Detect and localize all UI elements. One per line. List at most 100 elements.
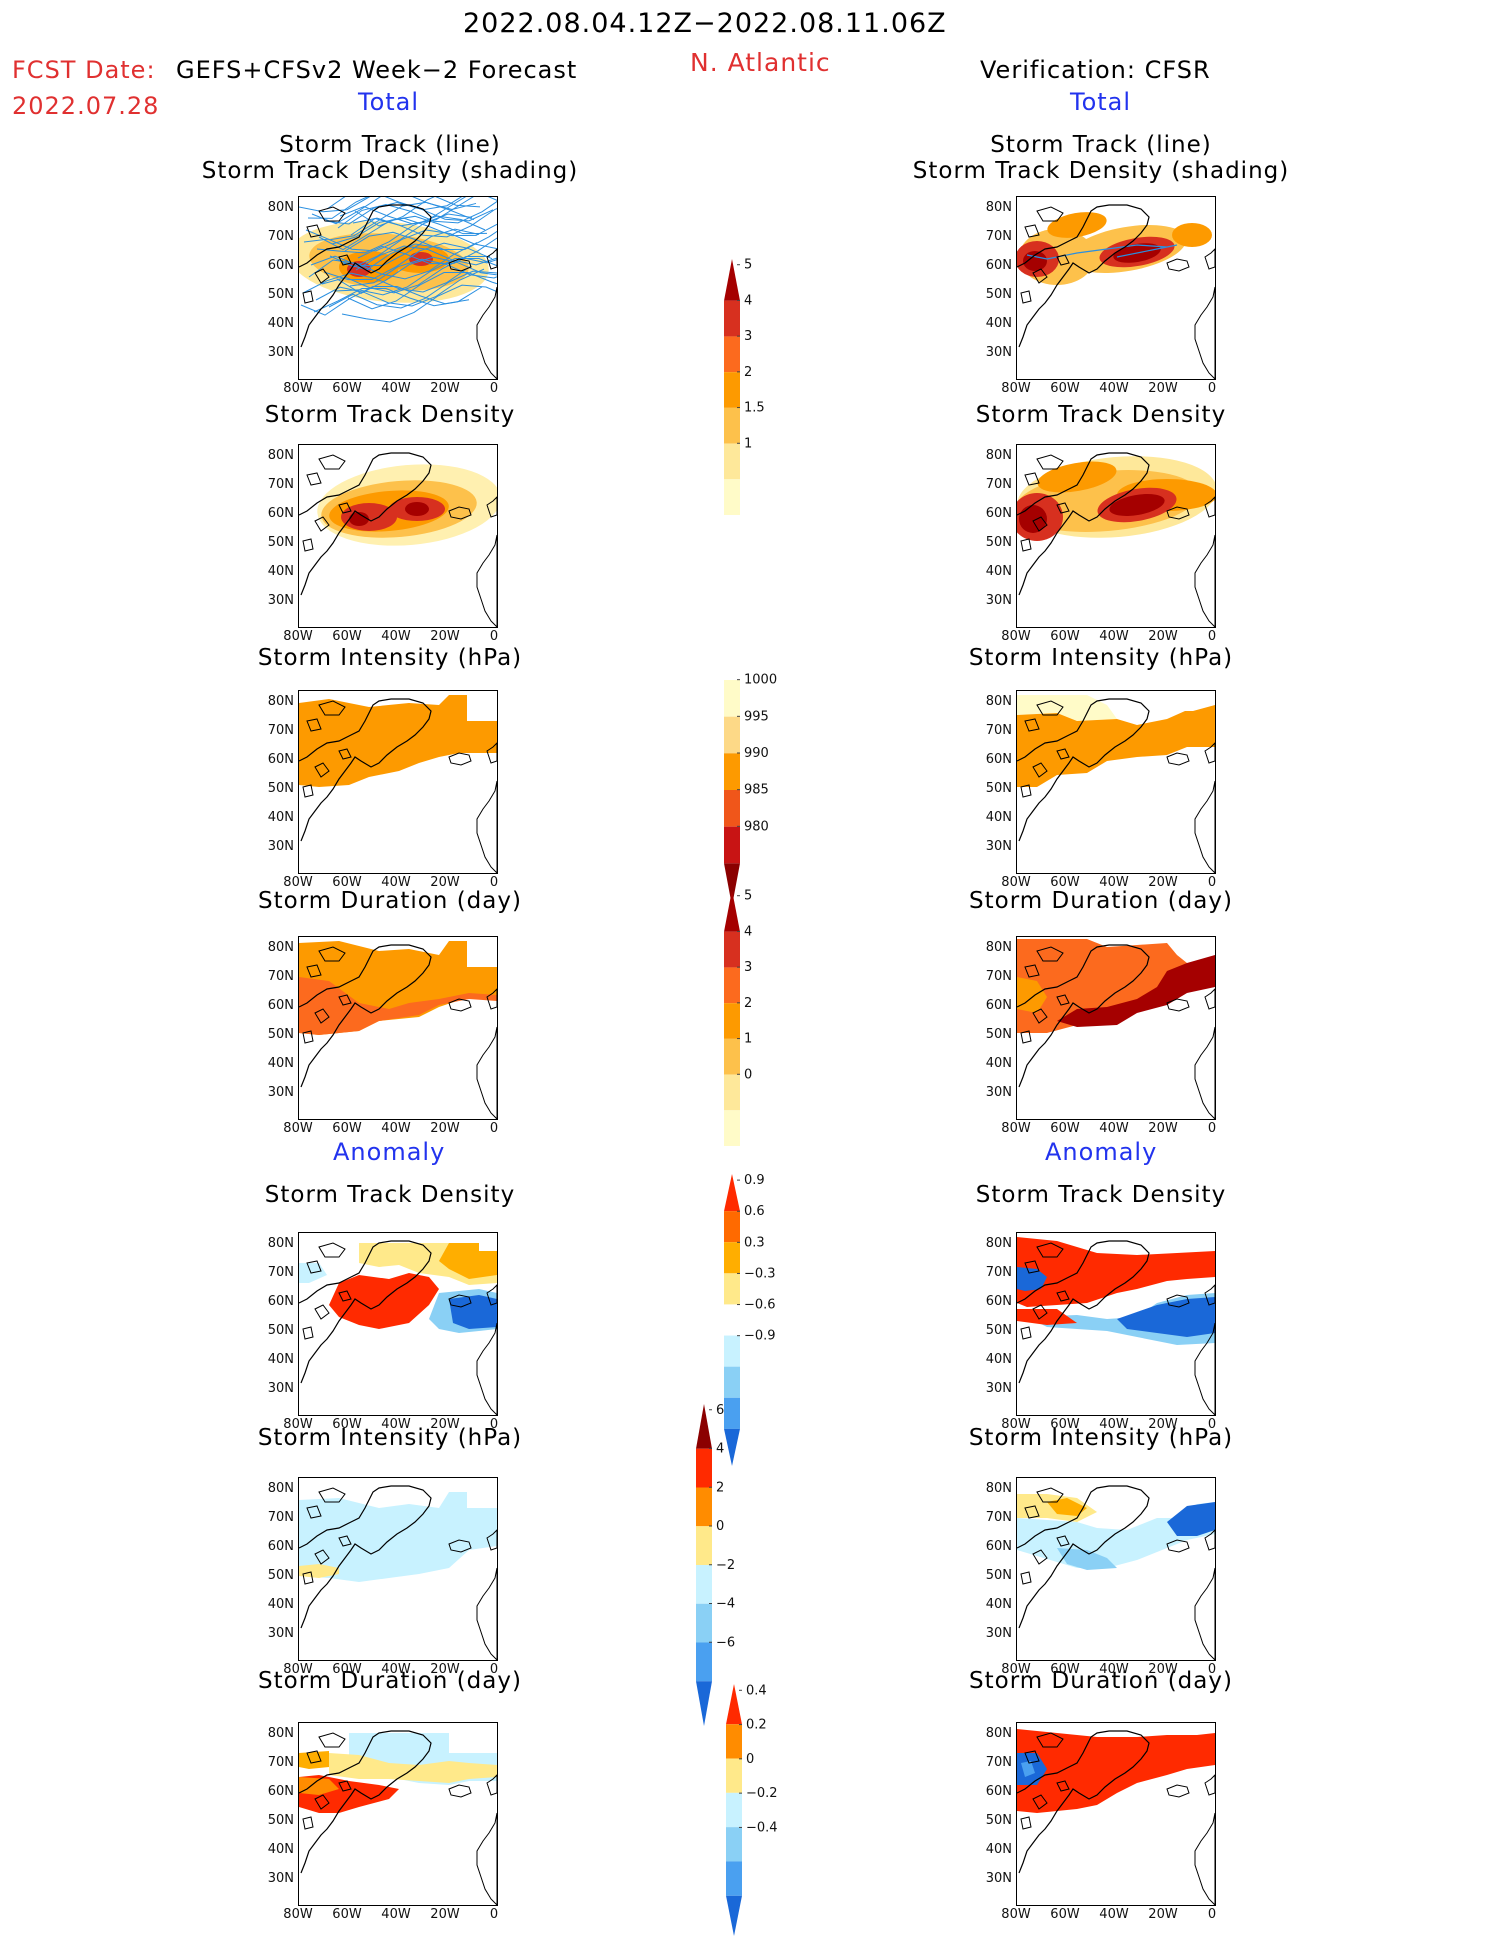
lat-tick-label: 30N xyxy=(267,593,294,608)
lon-tick-label: 0 xyxy=(1207,1907,1217,1922)
grid-cell xyxy=(724,443,740,480)
lat-tick-label: 40N xyxy=(985,316,1012,331)
europe-outline xyxy=(1194,1774,1215,1905)
grid-cell xyxy=(724,753,740,790)
iceland-outline xyxy=(1166,258,1190,272)
storm-track-line xyxy=(300,285,470,316)
lon-tick-label: 0 xyxy=(1207,381,1217,396)
grid-cell xyxy=(724,931,740,968)
iceland-outline xyxy=(1166,1539,1190,1553)
colorbar-label: −0.4 xyxy=(746,1820,778,1835)
lon-tick-label: 40W xyxy=(1099,629,1129,644)
lon-tick-label: 20W xyxy=(1148,1121,1178,1136)
lat-tick-label: 80N xyxy=(267,1236,294,1251)
lat-tick-label: 70N xyxy=(985,969,1012,984)
lon-tick-label: 60W xyxy=(1050,1121,1080,1136)
anom-duration-colorbar: 0.4 0.2 0 −0.2 −0.4 xyxy=(726,1683,778,1936)
lat-tick-label: 60N xyxy=(985,258,1012,273)
grid-cell xyxy=(724,1003,740,1039)
date-range-title: 2022.08.04.12Z−2022.08.11.06Z xyxy=(463,8,947,39)
colorbar-label: 6 xyxy=(716,1403,724,1418)
grid-cell xyxy=(696,1565,712,1604)
region-title: N. Atlantic xyxy=(690,48,831,77)
shaded-region xyxy=(696,1404,712,1449)
lat-tick-label: 30N xyxy=(267,1381,294,1396)
lat-tick-label: 40N xyxy=(985,1056,1012,1071)
europe-outline xyxy=(476,988,497,1119)
lon-tick-label: 60W xyxy=(332,1417,362,1432)
grid-cell xyxy=(724,1038,740,1075)
grid-cell xyxy=(696,1526,712,1565)
lat-tick-label: 60N xyxy=(267,1294,294,1309)
shaded-region xyxy=(405,502,429,516)
lat-tick-label: 60N xyxy=(985,506,1012,521)
colorbar-label: 2 xyxy=(716,1480,724,1495)
storm-track-line xyxy=(307,197,477,219)
grid-cell xyxy=(724,336,740,373)
shaded-region xyxy=(724,1174,740,1212)
lat-tick-label: 80N xyxy=(985,1726,1012,1741)
arctic-islands xyxy=(1020,206,1070,304)
duration-colorbar: 5 4 3 2 1 0 xyxy=(724,889,752,1146)
lon-tick-label: 40W xyxy=(381,1121,411,1136)
coastline xyxy=(299,1730,432,1874)
shaded-region xyxy=(724,863,740,906)
shaded-region xyxy=(696,1681,712,1726)
right-total-label: Total xyxy=(1070,88,1132,116)
left-intensity-title: Storm Intensity (hPa) xyxy=(257,645,523,671)
lat-tick-label: 70N xyxy=(985,1265,1012,1280)
colorbar-label: 0.6 xyxy=(744,1204,765,1219)
grid-cell xyxy=(696,1603,712,1643)
lat-tick-label: 30N xyxy=(985,839,1012,854)
coastline xyxy=(1017,452,1150,596)
grid-cell xyxy=(724,1273,740,1305)
shaded-region xyxy=(726,1895,742,1936)
lat-tick-label: 60N xyxy=(267,1784,294,1799)
lon-tick-label: 80W xyxy=(283,1121,313,1136)
lon-tick-label: 60W xyxy=(1050,1907,1080,1922)
lat-tick-label: 70N xyxy=(267,723,294,738)
lon-tick-label: 80W xyxy=(283,1662,313,1677)
shaded-region xyxy=(1017,695,1117,721)
lat-tick-label: 40N xyxy=(267,810,294,825)
grid-cell xyxy=(724,1304,740,1336)
shaded-region xyxy=(1017,939,1215,1033)
colorbar-label: 995 xyxy=(744,709,769,724)
lon-tick-label: 80W xyxy=(283,381,313,396)
storm-track-line xyxy=(344,230,497,252)
lon-tick-label: 60W xyxy=(332,1907,362,1922)
right-duration-title: Storm Duration (day) xyxy=(969,888,1233,914)
lon-tick-label: 80W xyxy=(1001,1417,1031,1432)
coastline xyxy=(1017,1485,1150,1629)
lat-tick-label: 80N xyxy=(985,940,1012,955)
left-density-map xyxy=(298,444,498,628)
arctic-islands xyxy=(302,1242,352,1340)
lon-tick-label: 0 xyxy=(489,381,499,396)
coastline xyxy=(1017,944,1150,1088)
lat-tick-label: 30N xyxy=(267,1871,294,1886)
arctic-islands xyxy=(1020,946,1070,1044)
colorbar-label: 0 xyxy=(746,1752,754,1767)
colorbar-label: −6 xyxy=(716,1635,735,1650)
lat-tick-label: 80N xyxy=(267,1481,294,1496)
left-anom-duration-title: Storm Duration (day) xyxy=(258,1668,522,1694)
lat-tick-label: 40N xyxy=(267,1352,294,1367)
storm-track-line xyxy=(308,242,478,280)
lon-tick-label: 60W xyxy=(332,875,362,890)
grid-cell xyxy=(726,1724,742,1759)
iceland-outline xyxy=(1166,506,1190,520)
lat-tick-label: 70N xyxy=(267,1265,294,1280)
colorbar-label: 5 xyxy=(744,889,752,904)
shaded-region xyxy=(1017,1237,1215,1307)
coastline xyxy=(1017,1730,1150,1874)
europe-outline xyxy=(476,248,497,379)
storm-track-line xyxy=(355,245,497,271)
coastline xyxy=(299,944,432,1088)
right-duration-map xyxy=(1016,936,1216,1120)
grid-cell xyxy=(724,716,740,754)
lat-tick-label: 70N xyxy=(985,723,1012,738)
storm-track-line xyxy=(315,268,485,307)
lat-tick-label: 70N xyxy=(267,477,294,492)
lat-tick-label: 80N xyxy=(267,1726,294,1741)
lat-tick-label: 50N xyxy=(985,1813,1012,1828)
